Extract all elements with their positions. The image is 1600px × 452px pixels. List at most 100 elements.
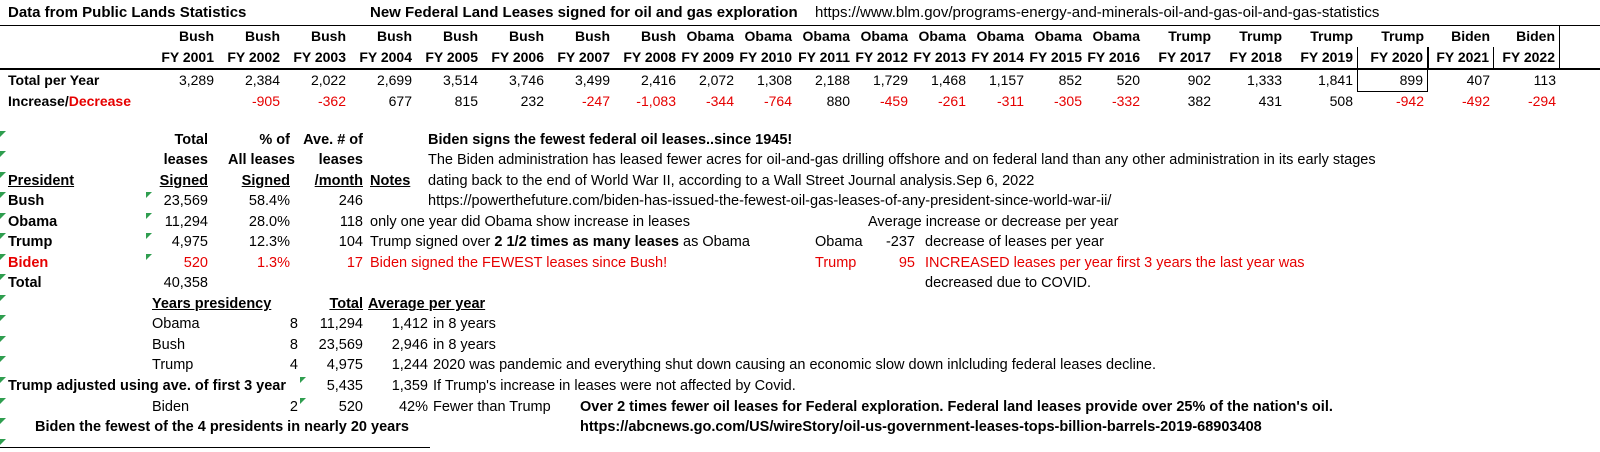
total-cell-fy-2012: 1,729 (872, 72, 908, 88)
president-cell-fy-2005: Bush (443, 28, 478, 44)
note-text: 2020 was pandemic and everything shut do… (433, 357, 1157, 373)
footer-row: Biden the fewest of the 4 presidents in … (0, 417, 1600, 437)
president-cell-fy-2016: Obama (1092, 28, 1140, 44)
formula-indicator-icon (146, 254, 152, 260)
total-leases-signed: 23,569 (163, 193, 208, 209)
total-cell-fy-2004: 2,699 (376, 72, 412, 88)
blm-statistics-link[interactable]: https://www.blm.gov/programs-energy-and-… (815, 4, 1380, 21)
avg-leases-month: 104 (338, 234, 363, 250)
president-cell-fy-2015: Obama (1034, 28, 1082, 44)
summary-row-obama: Obama 11,294 28.0% 118 only one year did… (0, 212, 1600, 232)
formula-indicator-icon (0, 336, 6, 342)
change-cell-fy-2012: -459 (879, 93, 908, 109)
total-cell-fy-2018: 1,333 (1246, 72, 1282, 88)
note-text: Biden signed the FEWEST leases since Bus… (370, 255, 668, 271)
biden-bold-note: Over 2 times fewer oil leases for Federa… (580, 399, 1333, 415)
fy-cell-fy-2003: FY 2003 (293, 49, 346, 65)
side-label: Obama (815, 234, 863, 250)
header-pct-line1: % of (259, 132, 290, 148)
years-row-bush: Bush 8 23,569 2,946 in 8 years (0, 335, 1600, 355)
formula-indicator-icon (300, 377, 306, 383)
fy-cell-fy-2001: FY 2001 (161, 49, 214, 65)
presidents-row: Bush Bush Bush Bush Bush Bush Bush Bush Obama Oba… (0, 26, 1600, 47)
note-text: If Trump's increase in leases were not a… (433, 378, 796, 394)
abcnews-link[interactable]: https://abcnews.go.com/US/wireStory/oil-… (580, 419, 1262, 435)
fy-cell-fy-2021: FY 2021 (1428, 47, 1494, 68)
pct-all-leases: 58.4% (248, 193, 290, 209)
total-cell-fy-2010: 1,308 (756, 72, 792, 88)
trump-adjusted-label: Trump adjusted using ave. of first 3 yea… (8, 378, 286, 394)
fy-cell-fy-2014: FY 2014 (971, 49, 1024, 65)
president-cell-fy-2018: Trump (1239, 28, 1282, 44)
header-years-presidency: Years presidency (152, 296, 272, 312)
total-cell-fy-2021: 407 (1466, 72, 1490, 88)
formula-indicator-icon (0, 418, 6, 424)
grand-total-leases: 40,358 (163, 275, 208, 291)
side-label: Trump (815, 255, 857, 271)
president-cell-fy-2003: Bush (311, 28, 346, 44)
fy-cell-fy-2015: FY 2015 (1029, 49, 1082, 65)
president-cell-fy-2022: Biden (1494, 26, 1560, 47)
total-cell-fy-2011: 2,188 (814, 72, 850, 88)
president-name: Bush (8, 193, 45, 209)
change-cell-fy-2003: -362 (317, 93, 346, 109)
president-name: Trump (8, 234, 53, 250)
avg-per-year: 1,359 (391, 378, 428, 394)
summary-row-biden: Biden 520 1.3% 17 Biden signed the FEWES… (0, 253, 1600, 273)
total-cell-fy-2014: 1,157 (988, 72, 1024, 88)
total-cell-fy-2022: 113 (1533, 72, 1556, 88)
change-cell-fy-2010: -764 (763, 93, 792, 109)
president-cell-fy-2014: Obama (976, 28, 1024, 44)
summary-header-row-3: President Signed Signed /month Notes dat… (0, 171, 1600, 191)
total-cell-fy-2005: 3,514 (442, 72, 478, 88)
formula-indicator-icon (146, 192, 152, 198)
years-row-biden: Biden 2 520 42% Fewer than Trump Over 2 … (0, 397, 1600, 417)
years-row-obama: Obama 8 11,294 1,412 in 8 years (0, 314, 1600, 334)
formula-indicator-icon (0, 295, 6, 301)
years-header-row: Years presidency Total Average per year (0, 294, 1600, 314)
president-cell-fy-2002: Bush (245, 28, 280, 44)
change-cell-fy-2001 (152, 91, 218, 112)
change-cell-fy-2018: 431 (1258, 93, 1282, 109)
powerthefuture-link[interactable]: https://powerthefuture.com/biden-has-iss… (428, 193, 1112, 209)
change-cell-fy-2013: -261 (937, 93, 966, 109)
formula-indicator-icon (0, 213, 6, 219)
change-cell-fy-2015: -305 (1053, 93, 1082, 109)
fy-cell-fy-2022: FY 2022 (1494, 47, 1560, 68)
total-leases: 5,435 (326, 378, 363, 394)
change-cell-fy-2004: 677 (388, 93, 412, 109)
fy-cell-fy-2016: FY 2016 (1087, 49, 1140, 65)
footer-statement: Biden the fewest of the 4 presidents in … (35, 419, 409, 435)
fy-cell-fy-2008: FY 2008 (623, 49, 676, 65)
president-name: Obama (8, 214, 58, 230)
side-text: decreased due to COVID. (925, 275, 1092, 291)
header-avg-line2: leases (318, 152, 363, 168)
total-cell-fy-2016: 520 (1116, 72, 1140, 88)
change-cell-fy-2008: -1,083 (636, 93, 676, 109)
years-count: 2 (289, 399, 298, 415)
total-leases-signed: 4,975 (171, 234, 208, 250)
avg-per-year: 2,946 (391, 337, 428, 353)
pct-all-leases: 12.3% (248, 234, 290, 250)
total-leases: 23,569 (318, 337, 363, 353)
years-row-trump: Trump 4 4,975 1,244 2020 was pandemic an… (0, 355, 1600, 375)
sheet-title-left: Data from Public Lands Statistics (8, 4, 247, 21)
total-cell-fy-2013: 1,468 (930, 72, 966, 88)
fy-cell-fy-2010: FY 2010 (739, 49, 792, 65)
president-cell-fy-2012: Obama (860, 28, 908, 44)
change-cell-fy-2016: -332 (1111, 93, 1140, 109)
president-name: Biden (8, 255, 49, 271)
side-value: -237 (885, 234, 915, 250)
fy-cell-fy-2009: FY 2009 (681, 49, 734, 65)
grid-line (0, 447, 430, 448)
president-cell-fy-2017: Trump (1168, 28, 1211, 44)
president-cell-fy-2010: Obama (744, 28, 792, 44)
formula-indicator-icon (0, 151, 6, 157)
fy-cell-fy-2011: FY 2011 (798, 49, 850, 65)
headline-sub2: dating back to the end of World War II, … (428, 173, 1035, 189)
president-name: Bush (152, 337, 186, 353)
pct-all-leases: 28.0% (248, 214, 290, 230)
formula-indicator-icon (0, 172, 6, 178)
total-cell-fy-2020: 899 (1357, 70, 1428, 92)
total-cell-fy-2007: 3,499 (574, 72, 610, 88)
